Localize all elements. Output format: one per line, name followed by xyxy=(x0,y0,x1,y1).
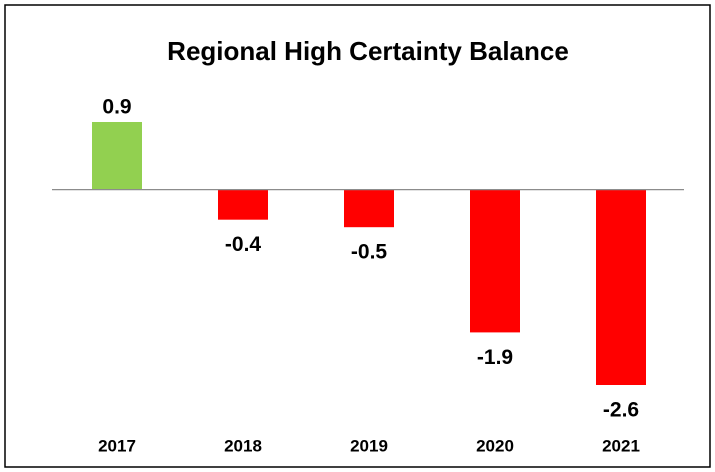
data-label: -1.9 xyxy=(477,346,513,369)
x-tick-label: 2018 xyxy=(224,436,262,455)
x-tick-label: 2019 xyxy=(350,436,388,455)
chart-frame xyxy=(4,4,711,468)
bar xyxy=(218,189,268,220)
data-label: -2.6 xyxy=(603,399,639,422)
data-label: -0.5 xyxy=(351,241,388,264)
x-tick-label: 2020 xyxy=(476,436,514,455)
data-label: 0.9 xyxy=(102,96,131,119)
x-tick-label: 2021 xyxy=(602,436,640,455)
chart-title: Regional High Certainty Balance xyxy=(167,36,569,66)
bar xyxy=(470,189,520,333)
x-tick-label: 2017 xyxy=(98,436,136,455)
bar xyxy=(92,122,142,190)
bar xyxy=(596,189,646,385)
data-label: -0.4 xyxy=(225,233,262,256)
bar xyxy=(344,189,394,228)
